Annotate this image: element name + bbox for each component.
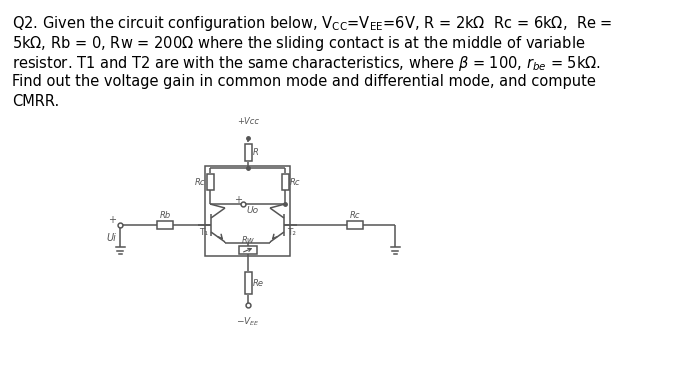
Text: Rw: Rw — [241, 236, 254, 245]
Text: Q2. Given the circuit configuration below, V$_{\mathsf{CC}}$=V$_{\mathsf{EE}}$=6: Q2. Given the circuit configuration belo… — [12, 14, 612, 33]
Text: T₁: T₁ — [199, 228, 208, 237]
Text: Rc: Rc — [195, 177, 205, 186]
Text: +: + — [108, 215, 116, 225]
Bar — [206, 174, 214, 190]
Text: Rc: Rc — [350, 211, 360, 220]
Bar — [205, 166, 290, 256]
Bar — [244, 144, 251, 161]
Text: 5k$\Omega$, Rb = 0, Rw = 200$\Omega$ where the sliding contact is at the middle : 5k$\Omega$, Rb = 0, Rw = 200$\Omega$ whe… — [12, 34, 585, 53]
Text: R: R — [253, 147, 259, 156]
Text: Find out the voltage gain in common mode and differential mode, and compute: Find out the voltage gain in common mode… — [12, 74, 596, 89]
Bar — [244, 272, 251, 294]
Text: resistor. T1 and T2 are with the same characteristics, where $\beta$ = 100, $r_{: resistor. T1 and T2 are with the same ch… — [12, 54, 601, 73]
Text: +Vcc: +Vcc — [237, 117, 259, 126]
Bar — [281, 174, 288, 190]
Text: Ui: Ui — [106, 233, 116, 243]
Text: $-V_{EE}$: $-V_{EE}$ — [236, 315, 260, 328]
Text: Uo: Uo — [246, 206, 258, 215]
Bar — [157, 221, 173, 229]
Text: T₂: T₂ — [287, 228, 296, 237]
Text: Rc: Rc — [290, 177, 300, 186]
Text: Re: Re — [253, 279, 264, 287]
Bar — [239, 246, 257, 254]
Text: Rb: Rb — [160, 211, 171, 220]
Text: +: + — [234, 195, 242, 205]
Text: CMRR.: CMRR. — [12, 94, 60, 109]
Bar — [347, 221, 363, 229]
